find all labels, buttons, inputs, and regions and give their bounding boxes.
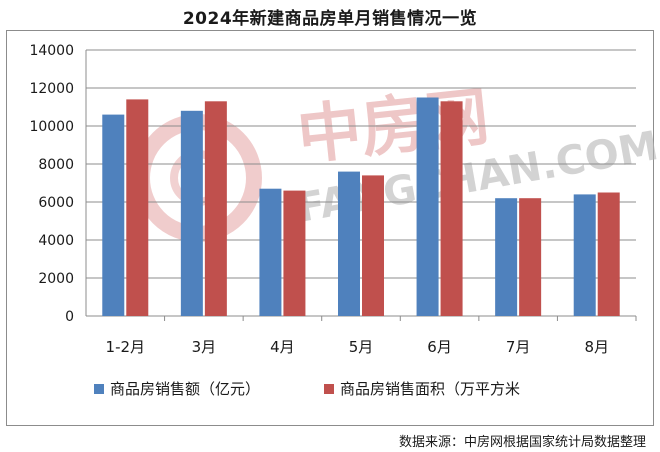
chart-title: 2024年新建商品房单月销售情况一览	[182, 9, 478, 29]
y-tick-label: 8000	[38, 157, 74, 173]
bar-sales-amount	[338, 171, 360, 316]
bar-sales-area	[519, 198, 542, 316]
x-tick-label: 8月	[584, 338, 609, 356]
bar-sales-amount	[416, 97, 439, 316]
bar-sales-area	[597, 192, 620, 316]
bar-sales-area	[126, 99, 149, 317]
y-tick-label: 0	[65, 309, 74, 325]
bar-sales-amount	[259, 188, 282, 316]
x-tick-label: 3月	[192, 338, 217, 356]
x-tick-label: 6月	[427, 338, 452, 356]
y-tick-label: 14000	[29, 43, 74, 59]
legend-swatch	[324, 384, 334, 394]
legend-label: 商品房销售面积（万平方米	[340, 380, 520, 398]
source-note: 数据来源：中房网根据国家统计局数据整理	[398, 435, 646, 450]
bar-sales-amount	[573, 194, 596, 316]
y-tick-label: 6000	[38, 195, 74, 211]
bar-sales-area	[362, 175, 384, 316]
y-tick-label: 12000	[29, 81, 74, 97]
bar-sales-area	[283, 190, 306, 316]
x-tick-label: 5月	[349, 338, 374, 356]
x-tick-label: 1-2月	[106, 338, 146, 356]
bar-sales-area	[204, 101, 227, 316]
legend-label: 商品房销售额（亿元）	[110, 380, 260, 398]
bar-sales-amount	[495, 198, 518, 316]
bar-sales-amount	[180, 110, 203, 316]
bar-sales-amount	[102, 114, 125, 316]
x-tick-label: 7月	[506, 338, 531, 356]
bar-sales-area	[440, 101, 463, 316]
y-tick-label: 2000	[38, 271, 74, 287]
x-tick-label: 4月	[270, 338, 295, 356]
chart-frame	[6, 30, 654, 426]
y-tick-label: 10000	[29, 119, 74, 135]
y-tick-label: 4000	[38, 233, 74, 249]
legend-swatch	[94, 384, 104, 394]
